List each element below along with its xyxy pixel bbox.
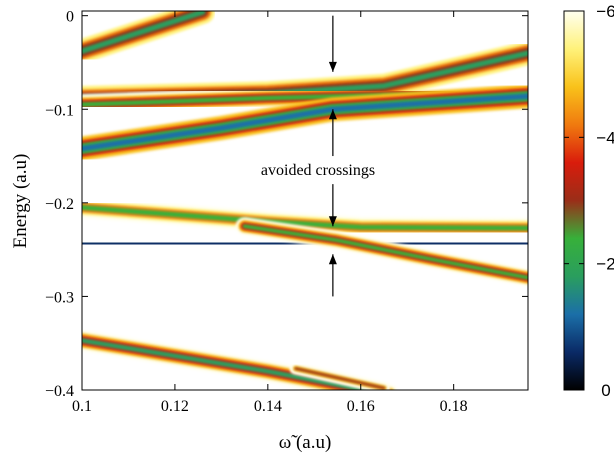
band-10 — [289, 362, 390, 390]
band-layer — [82, 11, 528, 390]
x-axis-label: ω̃ (a.u) — [279, 432, 332, 453]
band-8-layer-4 — [242, 224, 528, 280]
annotation-layer — [328, 15, 337, 297]
band-5-layer-4 — [82, 93, 528, 152]
band-2 — [82, 11, 215, 64]
y-tick-label-4: −0.3 — [45, 289, 74, 306]
band-7 — [82, 197, 528, 239]
annotation-text: avoided crossings — [261, 162, 375, 179]
y-tick-label-3: −0.2 — [45, 196, 74, 213]
annotation-arrow-3 — [328, 184, 337, 227]
band-8 — [235, 217, 528, 287]
y-tick-label-5: −0.4 — [45, 383, 74, 400]
y-tick-label-2: −0.1 — [45, 102, 74, 119]
x-axis: 0.1 0.12 0.14 0.16 0.18 — [72, 11, 468, 415]
y-axis-label: Energy (a.u) — [10, 154, 31, 249]
band-7-layer-4 — [82, 205, 528, 231]
plot-area: avoided crossings — [81, 10, 529, 391]
band-10-layer-4 — [294, 367, 386, 390]
colorbar-tick-label-4: −6 — [596, 2, 614, 21]
y-tick-label-1: 0 — [66, 9, 74, 26]
x-tick-label-4: 0.16 — [347, 398, 375, 415]
annotation-arrow-head-2 — [328, 109, 337, 120]
annotation-arrow-2 — [328, 109, 337, 157]
colorbar-fill — [564, 11, 584, 390]
y-axis: 0 −0.1 −0.2 −0.3 −0.4 — [45, 9, 528, 400]
x-tick-label-3: 0.14 — [254, 398, 282, 415]
band-5 — [82, 84, 528, 161]
annotation-arrow-head-1 — [328, 61, 337, 72]
colorbar-tick-label-2: −2 — [596, 255, 614, 274]
colorbar-tick-label-3: −4 — [596, 128, 614, 147]
annotation-arrow-1 — [328, 15, 337, 72]
annotation-arrow-head-3 — [328, 216, 337, 227]
colorbar-ticks: 0 −2 −4 −6 — [564, 2, 614, 400]
colorbar-tick-label-1: 0 — [601, 381, 610, 400]
annotation-arrow-4 — [328, 254, 337, 297]
x-tick-label-2: 0.12 — [161, 398, 189, 415]
colorbar-frame — [563, 10, 585, 391]
colorbar: 0 −2 −4 −6 — [563, 2, 614, 400]
x-tick-label-1: 0.1 — [72, 398, 92, 415]
band-9-layer-4 — [82, 337, 378, 390]
plot-frame — [81, 10, 529, 391]
band-2-layer-4 — [82, 11, 206, 55]
band-9 — [82, 329, 398, 390]
x-tick-label-5: 0.18 — [440, 398, 468, 415]
annotation-arrow-head-4 — [328, 254, 337, 265]
